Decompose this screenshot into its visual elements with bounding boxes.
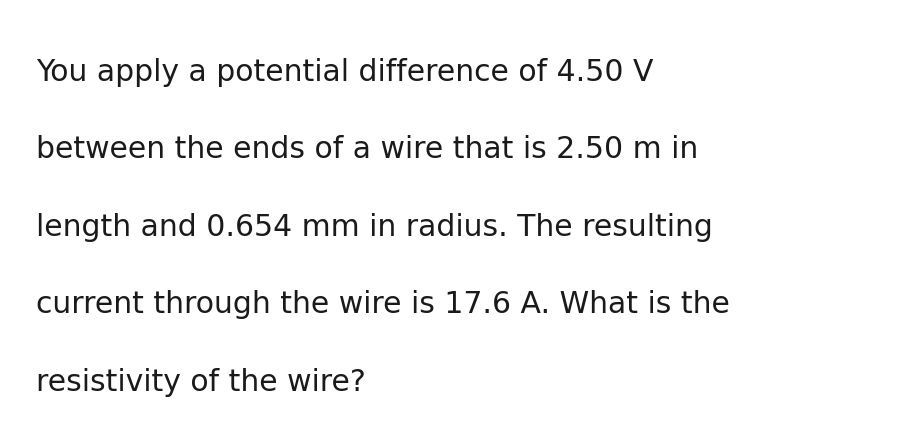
Text: resistivity of the wire?: resistivity of the wire? — [36, 368, 366, 396]
Text: current through the wire is 17.6 A. What is the: current through the wire is 17.6 A. What… — [36, 290, 730, 319]
Text: You apply a potential difference of 4.50 V: You apply a potential difference of 4.50… — [36, 58, 654, 86]
Text: between the ends of a wire that is 2.50 m in: between the ends of a wire that is 2.50 … — [36, 135, 699, 164]
Text: length and 0.654 mm in radius. The resulting: length and 0.654 mm in radius. The resul… — [36, 213, 714, 241]
